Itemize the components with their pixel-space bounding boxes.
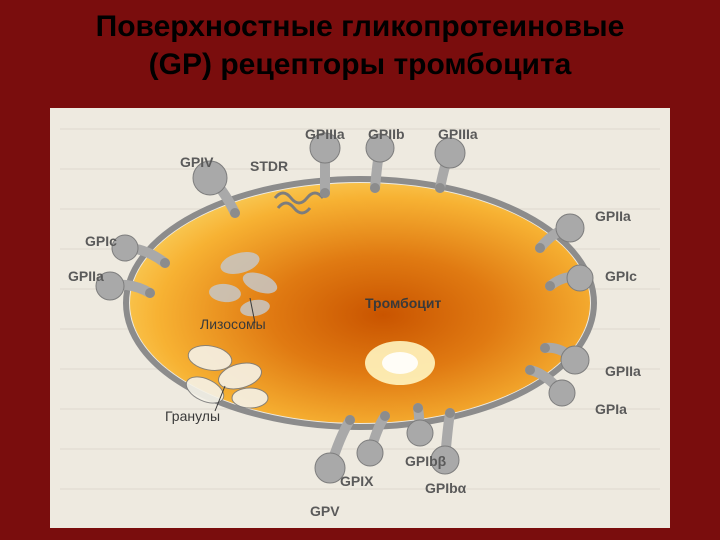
receptor-label-GPIc-L: GPIc [85,233,117,249]
figure-svg [50,108,670,528]
label-granules: Гранулы [165,408,220,424]
slide: Поверхностные гликопротеиновые (GP) реце… [0,0,720,540]
receptor-label-GPIbB: GPIbβ [405,453,446,469]
receptor-label-GPIIIa-top1: GPIIIa [305,126,345,142]
label-thrombocyte: Тромбоцит [365,295,441,311]
title-line1: Поверхностные гликопротеиновые [96,10,625,43]
receptor-label-GPIX: GPIX [340,473,373,489]
receptor-label-GPV: GPV [310,503,340,519]
slide-title: Поверхностные гликопротеиновые (GP) реце… [0,8,720,83]
receptor-label-GPIIIa-top2: GPIIIa [438,126,478,142]
receptor-label-GPIV: GPIV [180,154,213,170]
receptor-label-GPIc-R: GPIc [605,268,637,284]
receptor-label-GPIIa-R2: GPIIa [605,363,641,379]
label-lysosomes: Лизосомы [200,316,266,332]
receptor-label-GPIbA: GPIbα [425,480,466,496]
title-line2: (GP) рецепторы тромбоцита [149,48,572,81]
receptor-label-STDR: STDR [250,158,288,174]
receptor-label-GPIIa-L: GPIIa [68,268,104,284]
receptor-label-GPIIb: GPIIb [368,126,405,142]
receptor-label-GPIa-R: GPIa [595,401,627,417]
receptor-label-GPIIa-R1: GPIIa [595,208,631,224]
figure-panel: Тромбоцит Лизосомы Гранулы GPIIIa GPIIb GP… [50,108,670,528]
